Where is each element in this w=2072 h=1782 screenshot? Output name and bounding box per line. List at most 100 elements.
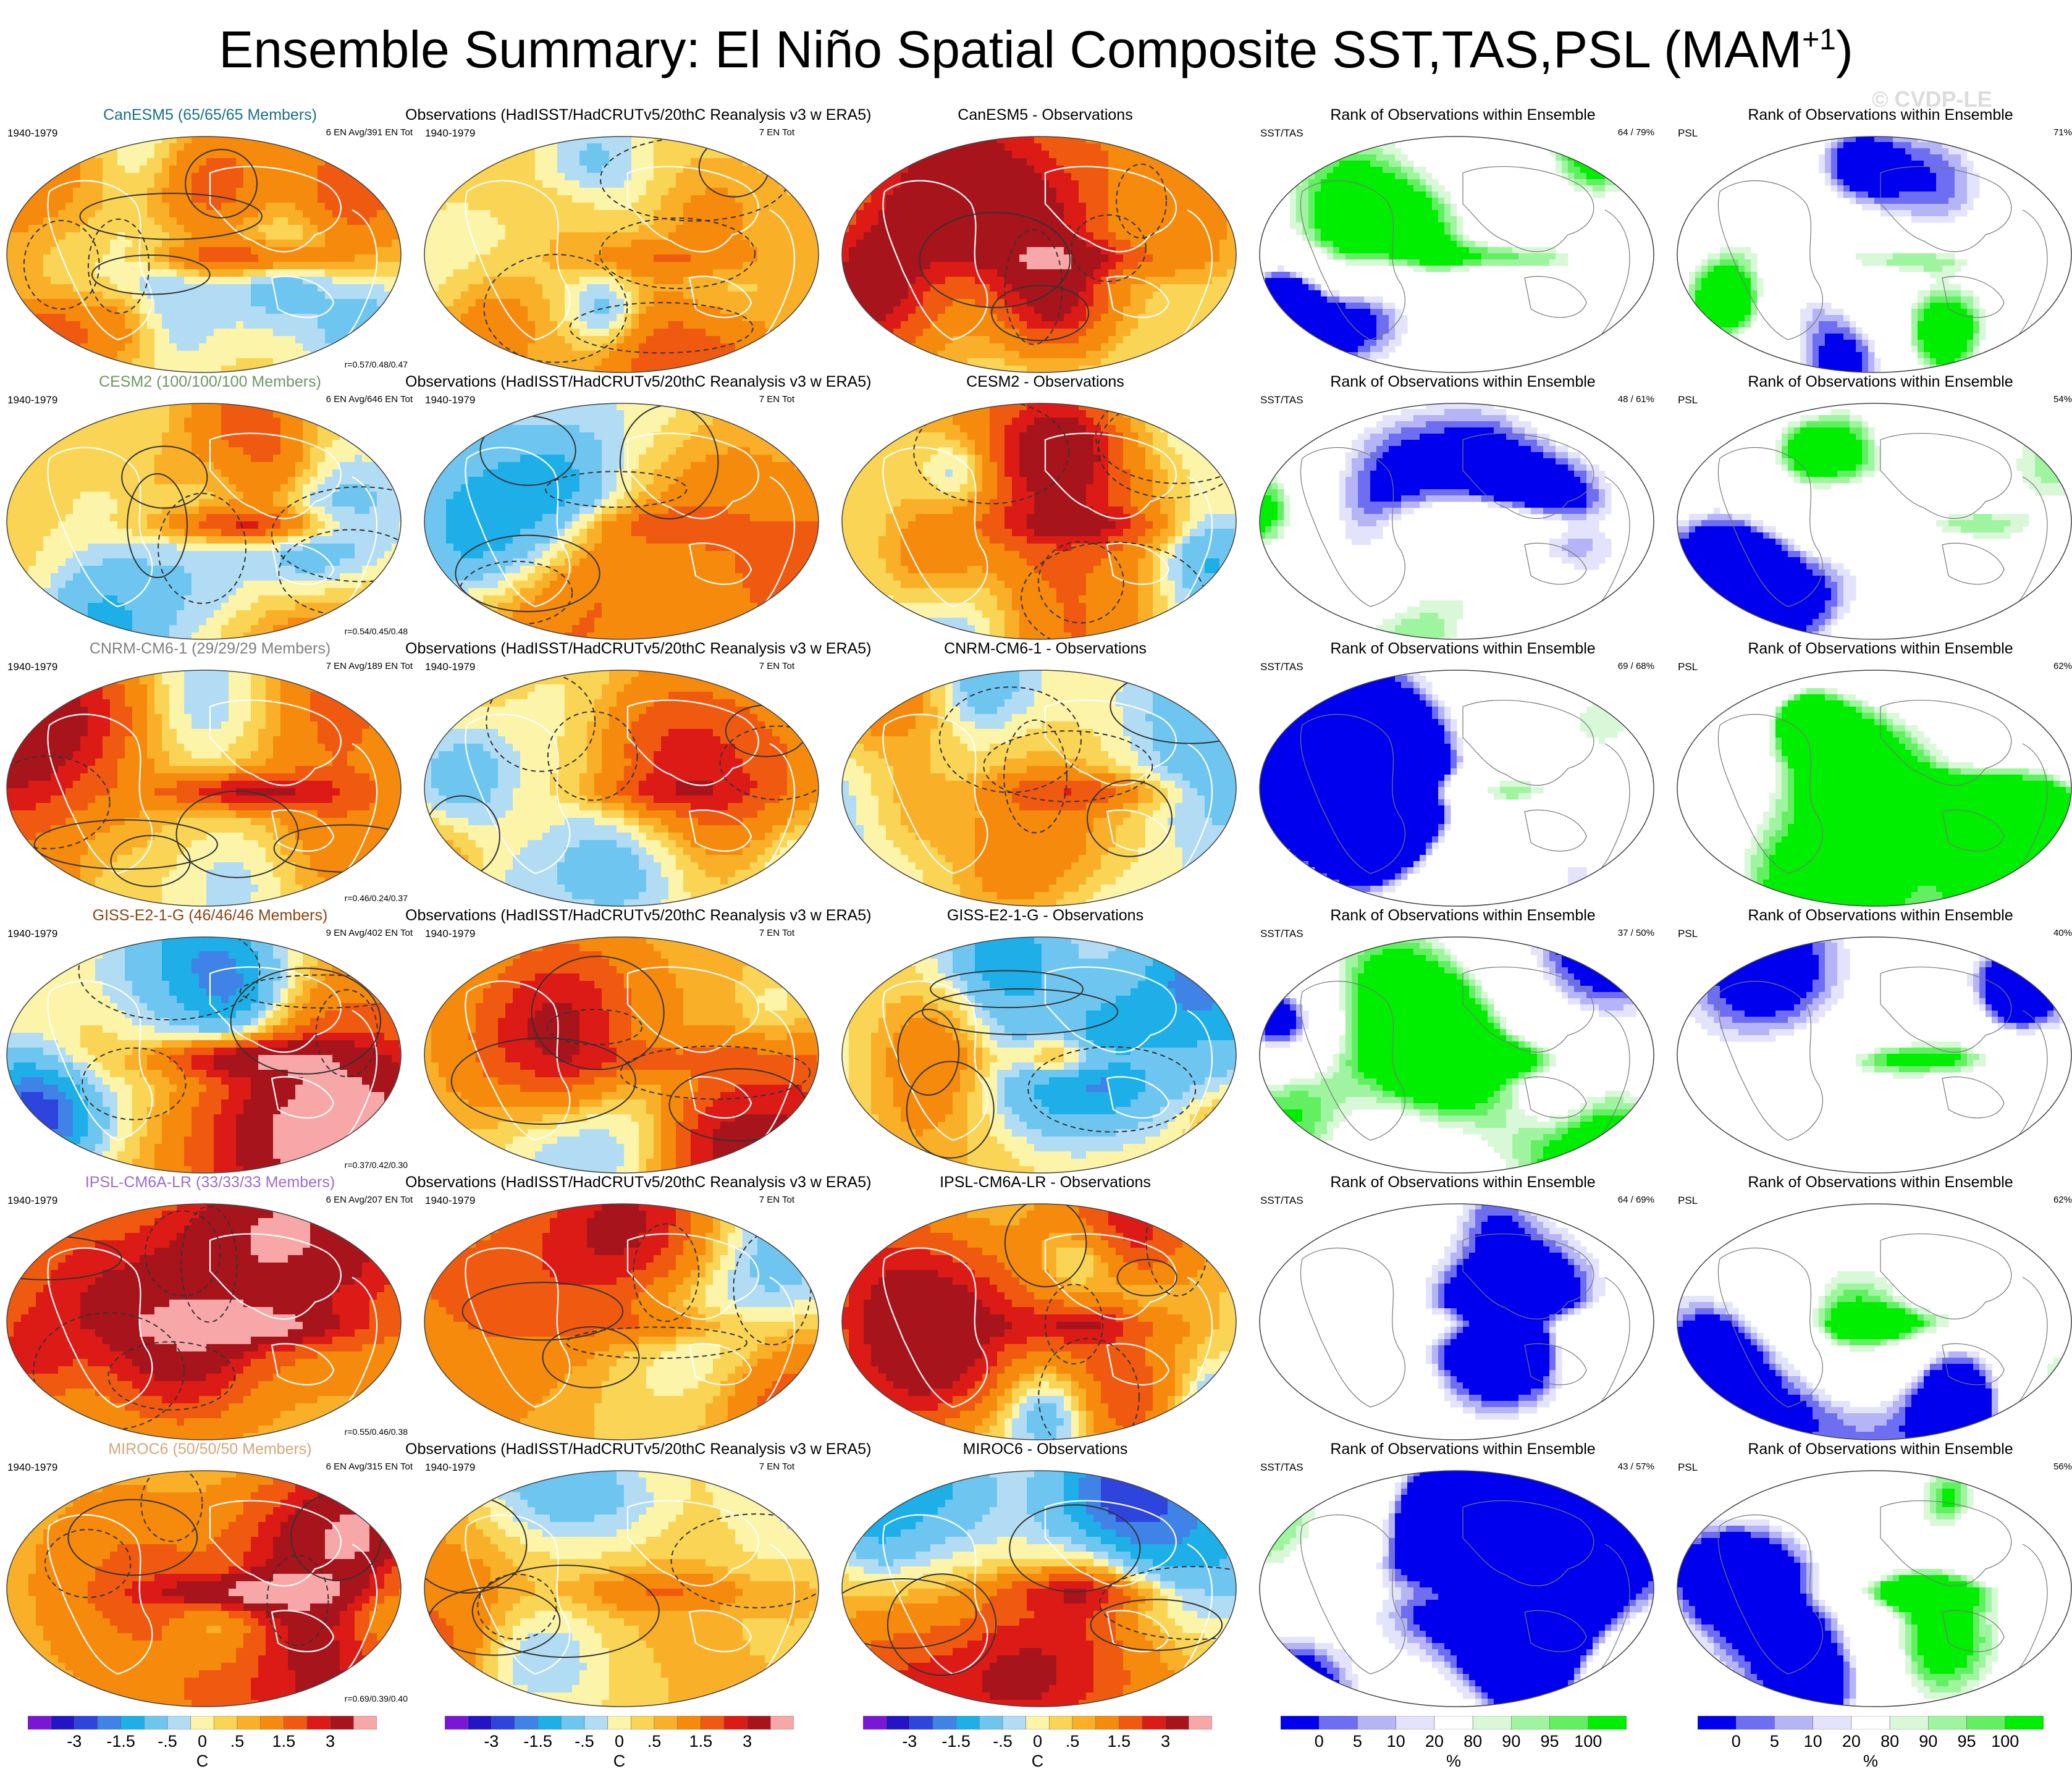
psl-contours (919, 163, 1167, 345)
coastline (1717, 1500, 2048, 1675)
colorbar-swatch (723, 1715, 748, 1730)
map-field (1260, 670, 1630, 899)
colorbar-swatch (862, 1715, 886, 1730)
period-label: 1940-1979 (7, 127, 57, 140)
colorbar-swatch (1434, 1715, 1473, 1730)
pattern-correlation: r=0.37/0.42/0.30 (345, 1160, 408, 1170)
colorbar-tick-label: 20 (1842, 1732, 1861, 1751)
colorbar-swatch (1511, 1715, 1550, 1730)
map-field (842, 137, 1236, 372)
colorbar-tick-label: -1.5 (106, 1732, 135, 1751)
map-diff (841, 1470, 1237, 1707)
colorbar-tick-label: 20 (1425, 1732, 1444, 1751)
map-diff (841, 403, 1237, 640)
variable-label: SST/TAS (1260, 1461, 1303, 1474)
colorbar-swatch (1472, 1715, 1512, 1730)
map-panel-rank2: Rank of Observations within Ensemble PSL 5… (1677, 1440, 2072, 1707)
panel-title: MIROC6 - Observations (841, 1440, 1249, 1458)
pattern-correlation: r=0.69/0.39/0.40 (345, 1694, 408, 1704)
colorbar-swatch (701, 1715, 725, 1730)
map-panel-diff: CNRM-CM6-1 - Observations (841, 640, 1249, 907)
en-count: 7 EN Tot (759, 928, 794, 938)
map-field (424, 1204, 819, 1440)
colorbar-tick-label: 95 (1958, 1732, 1976, 1751)
map-obs (424, 1203, 819, 1440)
coastline (465, 1500, 796, 1675)
colorbar-swatch (654, 1715, 678, 1730)
map-field (424, 1471, 819, 1707)
map-diff (841, 670, 1237, 907)
panel-title: MIROC6 (50/50/50 Members) (6, 1440, 414, 1458)
colorbar-tick-label: -3 (484, 1732, 499, 1751)
map-field (1677, 1234, 2071, 1440)
colorbar-swatch (747, 1715, 771, 1730)
coastline (465, 166, 796, 341)
colorbar-swatch (584, 1715, 608, 1730)
colorbar-swatch (1928, 1715, 1967, 1730)
map-obs (424, 936, 819, 1174)
rank-percent: 43 / 57% (1618, 1461, 1654, 1472)
colorbar-swatch (514, 1715, 538, 1730)
en-count: 7 EN Tot (759, 394, 794, 405)
map-panel-obs: Observations (HadISST/HadCRUTv5/20thC Re… (405, 907, 871, 1174)
map-rank1 (1259, 936, 1654, 1174)
colorbar-swatch (330, 1715, 354, 1730)
rank-percent: 62% (2053, 1195, 2072, 1205)
variable-label: SST/TAS (1260, 127, 1303, 140)
coastline (465, 1233, 796, 1408)
period-label: 1940-1979 (7, 1461, 57, 1474)
colorbar-swatch (167, 1715, 191, 1730)
coastline (1300, 433, 1630, 607)
map-field (1683, 137, 2048, 372)
variable-label: PSL (1678, 928, 1698, 940)
pattern-correlation: r=0.55/0.46/0.38 (345, 1427, 408, 1437)
coastline (1717, 433, 2048, 607)
colorbar-tick-label: 90 (1502, 1732, 1520, 1751)
colorbar-swatch (284, 1715, 308, 1730)
colorbar-tick-label: 3 (1161, 1732, 1170, 1751)
colorbar-swatch (979, 1715, 1003, 1730)
colorbar-tick-label: -1.5 (941, 1732, 971, 1751)
colorbar-swatches (1280, 1715, 1627, 1730)
variable-label: PSL (1678, 661, 1698, 673)
colorbar-swatch (1851, 1715, 1890, 1730)
panel-title: Rank of Observations within Ensemble (1259, 640, 1667, 658)
coastline (47, 166, 378, 341)
colorbar-tick-label: 0 (1732, 1732, 1741, 1751)
period-label: 1940-1979 (425, 661, 475, 673)
colorbar-tick-label: 3 (326, 1732, 335, 1751)
colorbar-swatch (1889, 1715, 1929, 1730)
map-rank1 (1259, 403, 1654, 640)
map-field (1677, 1471, 2048, 1707)
colorbar-swatches (1697, 1715, 2044, 1730)
period-label: 1940-1979 (7, 661, 57, 673)
colorbar-tick-label: .5 (230, 1732, 245, 1751)
colorbar-unit: % (1446, 1752, 1461, 1771)
map-rank2 (1677, 1470, 2072, 1707)
map-panel-rank2: Rank of Observations within Ensemble PSL 5… (1677, 373, 2072, 640)
coastline (47, 699, 378, 875)
period-label: 1940-1979 (7, 928, 57, 940)
colorbar-swatch (353, 1715, 377, 1730)
colorbar-tick-label: 90 (1919, 1732, 1937, 1751)
variable-label: SST/TAS (1260, 1195, 1303, 1207)
map-rank1 (1259, 670, 1654, 907)
colorbar-swatch (956, 1715, 980, 1730)
rank-percent: 40% (2053, 928, 2072, 938)
coastline (1717, 166, 2048, 340)
colorbar-swatch (190, 1715, 214, 1730)
map-panel-rank1: Rank of Observations within Ensemble SST/… (1259, 640, 1667, 907)
colorbar-swatch (1549, 1715, 1589, 1730)
colorbar-swatch (1588, 1715, 1627, 1730)
colorbar-swatch (1189, 1715, 1213, 1730)
panel-title: Rank of Observations within Ensemble (1677, 1174, 2072, 1192)
en-count: 7 EN Tot (759, 1461, 794, 1472)
colorbar-swatch (1049, 1715, 1073, 1730)
colorbar-tick-label: 1.5 (272, 1732, 296, 1751)
en-count: 7 EN Tot (759, 127, 794, 138)
colorbar-tick-label: 1.5 (689, 1732, 713, 1751)
pattern-correlation: r=0.46/0.24/0.37 (345, 893, 408, 903)
map-panel-diff: CESM2 - Observations (841, 373, 1249, 640)
colorbar-tick-label: -3 (902, 1732, 917, 1751)
colorbar-tick-label: 10 (1804, 1732, 1822, 1751)
